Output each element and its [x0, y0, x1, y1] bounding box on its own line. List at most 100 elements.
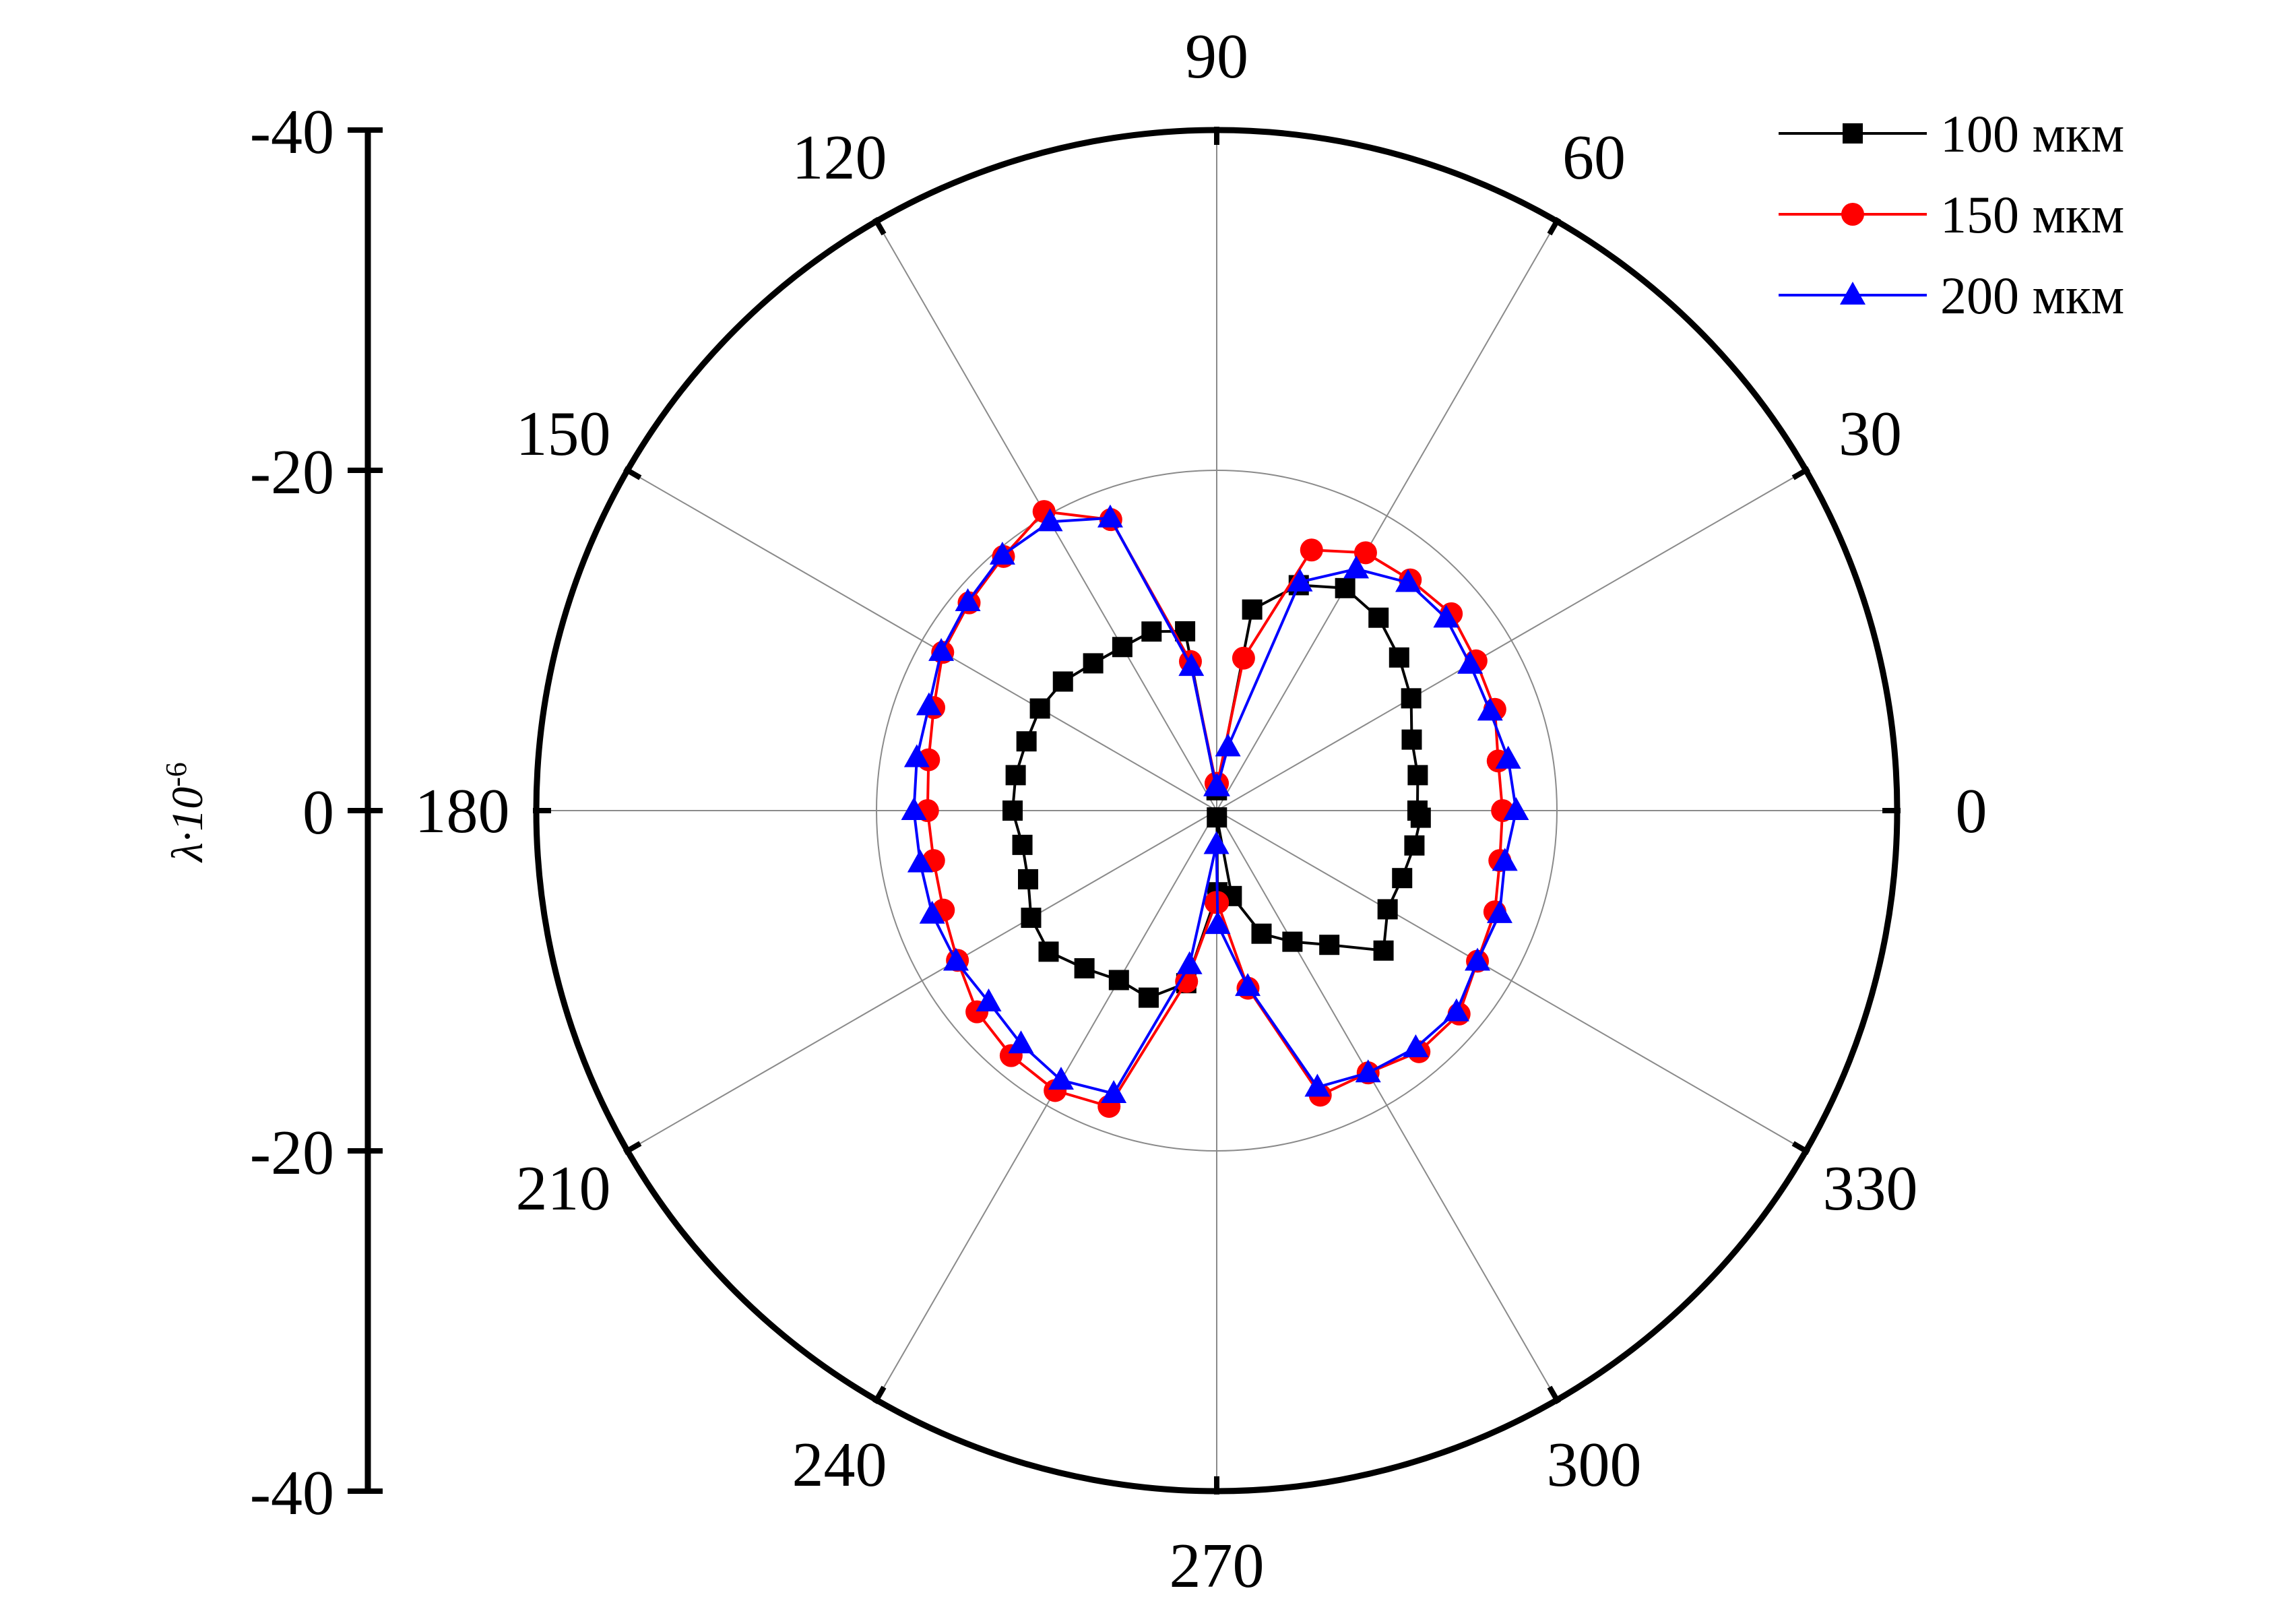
angle-tick-300	[1547, 1385, 1561, 1405]
data-point	[1021, 908, 1042, 929]
angle-tick-60	[1547, 216, 1561, 236]
data-point	[1343, 555, 1370, 579]
data-point	[1012, 834, 1033, 855]
grid-spoke-30	[1216, 470, 1807, 811]
data-point	[1235, 973, 1261, 997]
grid-spoke-300	[1216, 810, 1558, 1401]
data-point	[1401, 729, 1422, 750]
data-point	[928, 637, 955, 661]
angle-tick-30	[1791, 466, 1811, 480]
data-point	[1203, 831, 1230, 854]
grid-spoke-330	[1216, 810, 1807, 1152]
data-point	[901, 797, 927, 820]
angle-tick-240	[872, 1385, 887, 1405]
data-point	[1282, 931, 1303, 952]
data-series	[901, 500, 1529, 1118]
data-point	[1002, 800, 1023, 821]
data-point	[1492, 848, 1518, 871]
data-point	[1407, 765, 1428, 786]
data-point	[1251, 923, 1272, 944]
data-point	[1112, 637, 1133, 658]
data-point	[1108, 970, 1129, 991]
data-point	[1443, 998, 1469, 1021]
data-point	[1355, 1059, 1381, 1083]
data-point	[1018, 869, 1039, 889]
y-axis-label-text: λ·10	[163, 787, 212, 863]
series-line-1	[1011, 584, 1422, 999]
legend-label-1: 100 мкм	[1940, 104, 2124, 163]
angle-label-150: 150	[516, 399, 611, 469]
data-point	[1038, 941, 1059, 962]
data-point	[1373, 940, 1394, 961]
grid-spoke-210	[627, 810, 1217, 1152]
data-point	[1403, 1034, 1429, 1058]
legend-label-2: 150 мкм	[1940, 185, 2124, 244]
data-point	[1319, 935, 1340, 955]
data-point	[919, 900, 945, 924]
legend: 100 мкм 150 мкм 200 мкм	[1779, 104, 2124, 325]
data-point	[989, 541, 1015, 565]
data-point	[1176, 951, 1203, 974]
data-point	[1495, 745, 1521, 769]
data-point	[1083, 653, 1104, 674]
angle-label-90: 90	[1185, 22, 1248, 92]
data-point	[1304, 1073, 1331, 1097]
data-point	[1389, 647, 1409, 668]
radial-tick-label-4: -40	[250, 1458, 334, 1528]
data-point	[1404, 835, 1425, 856]
data-point	[1242, 599, 1263, 620]
data-point	[1141, 621, 1162, 642]
data-point	[1335, 577, 1356, 598]
data-point	[1101, 1079, 1127, 1103]
angle-tick-150	[623, 466, 642, 480]
data-point	[1300, 538, 1323, 562]
data-point	[976, 988, 1002, 1012]
data-point	[1074, 958, 1095, 979]
grid-spoke-150	[627, 470, 1217, 811]
angle-label-240: 240	[792, 1430, 887, 1500]
radial-tick-label-2: 0	[302, 778, 334, 848]
data-point	[1008, 1030, 1034, 1054]
angle-label-60: 60	[1562, 123, 1626, 193]
data-point	[903, 744, 930, 767]
data-point	[1401, 688, 1422, 709]
data-point	[1377, 899, 1398, 920]
radial-tick-label-3: -20	[250, 1118, 334, 1188]
y-axis-label: λ·10-6	[160, 762, 213, 863]
data-point	[1203, 773, 1230, 796]
legend-label-3: 200 мкм	[1940, 266, 2124, 325]
data-point	[943, 947, 969, 971]
data-point	[916, 692, 942, 716]
data-point	[1477, 697, 1503, 721]
angle-label-210: 210	[516, 1154, 611, 1224]
data-point	[1016, 731, 1037, 752]
data-point	[907, 849, 933, 873]
data-point	[1433, 604, 1459, 628]
data-point	[1232, 646, 1255, 670]
angle-tick-120	[872, 216, 887, 236]
angle-label-30: 30	[1839, 399, 1902, 469]
radial-tick-label-1: -20	[250, 437, 334, 507]
data-point	[1048, 1067, 1074, 1090]
angle-label-270: 270	[1170, 1531, 1265, 1601]
data-point	[1392, 868, 1413, 889]
data-point	[1138, 987, 1159, 1008]
series-3	[901, 504, 1529, 1103]
angle-tick-210	[623, 1141, 642, 1155]
angle-label-300: 300	[1547, 1430, 1642, 1500]
data-point	[1005, 765, 1026, 786]
legend-marker-1	[1843, 123, 1863, 144]
data-point	[1097, 504, 1123, 528]
radial-tick-label-0: -40	[250, 97, 334, 167]
data-point	[1207, 807, 1227, 828]
data-point	[1486, 900, 1512, 923]
data-point	[955, 588, 981, 611]
angle-label-0: 0	[1956, 776, 1987, 846]
data-point	[1395, 569, 1422, 592]
grid-spoke-60	[1216, 220, 1558, 811]
y-axis-label-exponent: -6	[160, 762, 193, 787]
legend-marker-3	[1840, 282, 1865, 305]
data-point	[1368, 607, 1389, 628]
data-point	[1215, 733, 1241, 757]
